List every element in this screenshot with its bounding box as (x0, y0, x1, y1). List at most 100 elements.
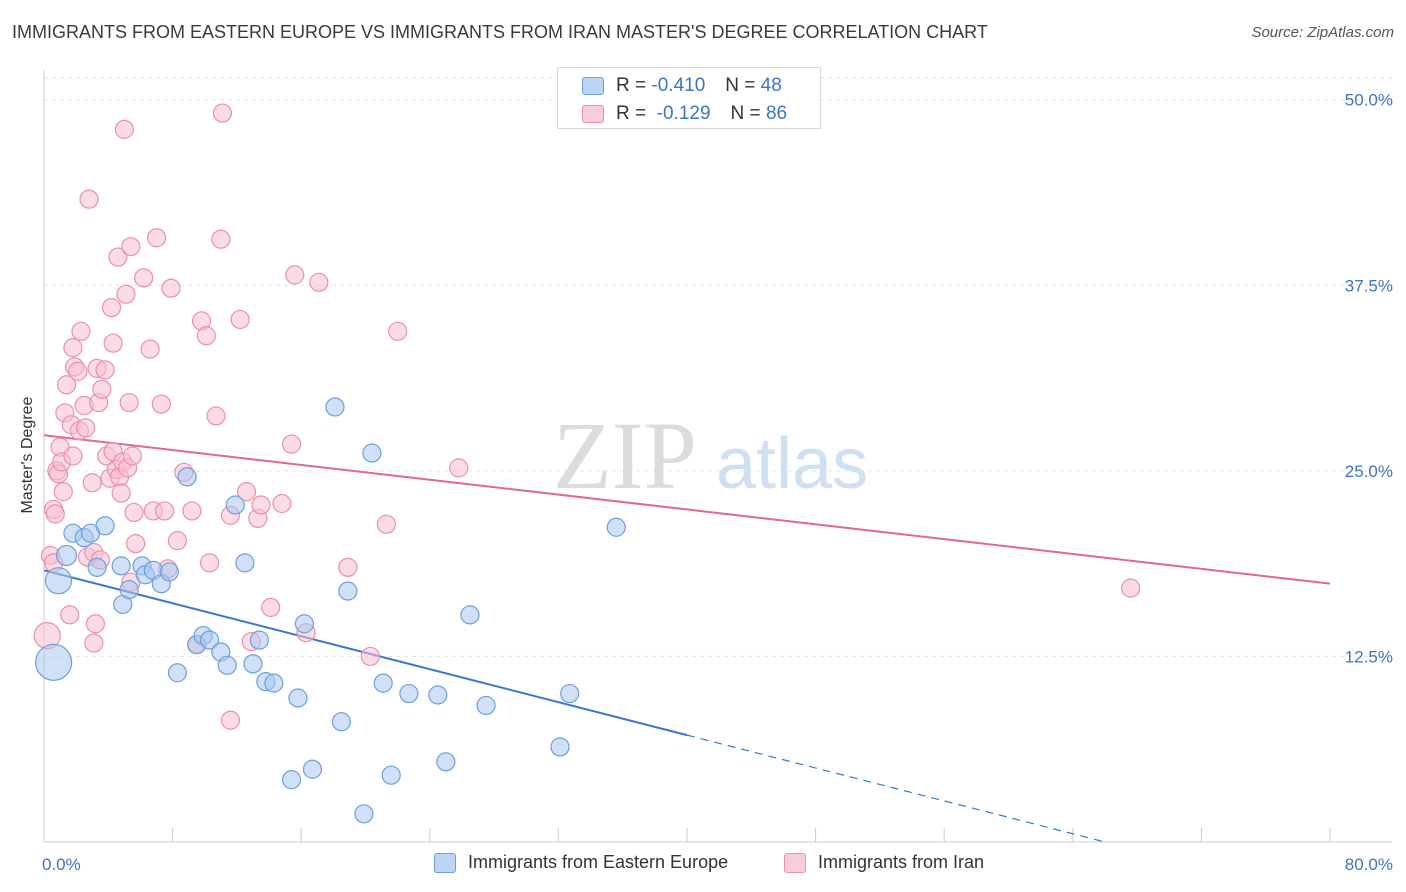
point-iran (236, 482, 257, 502)
legend-item-eastern-europe[interactable]: Immigrants from Eastern Europe (434, 852, 728, 873)
point-iran (338, 557, 358, 577)
point-iran (140, 339, 160, 359)
x-tick-label: 80.0% (1345, 855, 1393, 874)
point-iran (272, 493, 292, 514)
x-tick-labels: 0.0% 80.0% (42, 855, 1393, 874)
point-iran (103, 333, 123, 353)
point-eastern-europe (281, 770, 302, 790)
point-iran (212, 103, 233, 123)
point-iran (146, 228, 167, 248)
point-iran (68, 361, 88, 381)
point-eastern-europe (217, 655, 237, 675)
point-iran (199, 553, 220, 573)
point-eastern-europe (159, 562, 179, 582)
x-tick-label: 0.0% (42, 855, 81, 874)
point-iran (82, 473, 102, 493)
point-eastern-europe (338, 581, 358, 601)
watermark-zip: ZIP (553, 402, 697, 509)
point-eastern-europe (119, 580, 139, 600)
legend-item-iran[interactable]: Immigrants from Iran (784, 852, 984, 873)
point-eastern-europe (560, 683, 580, 704)
point-iran (281, 434, 302, 454)
point-iran (126, 533, 146, 554)
n-value: 86 (765, 103, 788, 124)
point-eastern-europe (177, 467, 197, 487)
point-eastern-europe (302, 759, 323, 779)
point-eastern-europe (606, 517, 626, 537)
blue-swatch (434, 852, 456, 873)
y-tick-label: 50.0% (1345, 91, 1393, 110)
point-iran (122, 446, 143, 466)
point-iran (63, 446, 83, 466)
point-eastern-europe (225, 495, 245, 515)
legend-row-iran: R = -0.129 N = 86 (582, 102, 787, 126)
r-label: R = (616, 103, 647, 124)
point-eastern-europe (235, 553, 255, 573)
point-iran (211, 229, 231, 249)
point-iran (119, 392, 139, 413)
point-iran (76, 418, 96, 438)
point-iran (261, 597, 281, 618)
point-iran (230, 309, 250, 330)
point-iran (95, 360, 115, 380)
point-iran (206, 406, 226, 426)
point-eastern-europe (199, 630, 220, 650)
point-iran (449, 458, 469, 478)
point-eastern-europe (87, 557, 107, 577)
r-label: R = (616, 75, 647, 96)
point-iran (285, 265, 305, 285)
n-label: N = (730, 103, 761, 124)
point-eastern-europe (331, 712, 351, 732)
point-eastern-europe (325, 397, 345, 417)
point-iran (376, 514, 396, 534)
point-eastern-europe (264, 673, 284, 693)
data-points (33, 103, 1141, 824)
point-iran (85, 614, 106, 634)
point-iran (56, 375, 77, 395)
point-iran (71, 321, 91, 341)
point-iran (45, 504, 65, 524)
point-eastern-europe (167, 663, 188, 683)
point-iran (309, 272, 329, 292)
point-eastern-europe (436, 752, 456, 772)
pink-swatch (784, 852, 806, 873)
point-eastern-europe (249, 630, 270, 650)
point-iran (116, 284, 136, 304)
point-iran (360, 646, 380, 667)
y-tick-label: 25.0% (1345, 462, 1393, 481)
point-eastern-europe (95, 516, 115, 536)
point-iran (121, 237, 141, 257)
point-iran (182, 501, 202, 521)
point-iran (124, 502, 144, 523)
correlation-legend: R = -0.410 N = 48 R = -0.129 N = 86 (557, 67, 821, 129)
point-iran (111, 483, 131, 503)
point-iran (167, 531, 188, 551)
chart-title: IMMIGRANTS FROM EASTERN EUROPE VS IMMIGR… (12, 22, 988, 42)
axes (43, 70, 1392, 843)
point-eastern-europe (243, 654, 263, 674)
point-eastern-europe (354, 804, 374, 824)
n-value: 48 (760, 75, 782, 96)
legend-label: Immigrants from Iran (818, 852, 985, 872)
point-eastern-europe (288, 688, 308, 708)
point-eastern-europe (35, 643, 73, 681)
point-eastern-europe (362, 443, 382, 463)
point-iran (108, 247, 128, 267)
watermark: ZIP atlas (553, 402, 868, 509)
point-eastern-europe (294, 614, 315, 634)
point-iran (101, 297, 122, 318)
point-iran (114, 119, 134, 139)
point-iran (92, 379, 112, 399)
point-iran (251, 495, 271, 515)
point-eastern-europe (381, 765, 401, 785)
point-iran (84, 633, 104, 653)
point-eastern-europe (460, 605, 480, 625)
y-tick-labels: 12.5% 25.0% 37.5% 50.0% (1345, 91, 1393, 667)
point-iran (154, 501, 175, 521)
n-label: N = (725, 75, 756, 96)
pink-swatch (582, 105, 604, 123)
point-iran (161, 278, 181, 298)
point-iran (151, 394, 171, 414)
point-eastern-europe (44, 567, 73, 595)
